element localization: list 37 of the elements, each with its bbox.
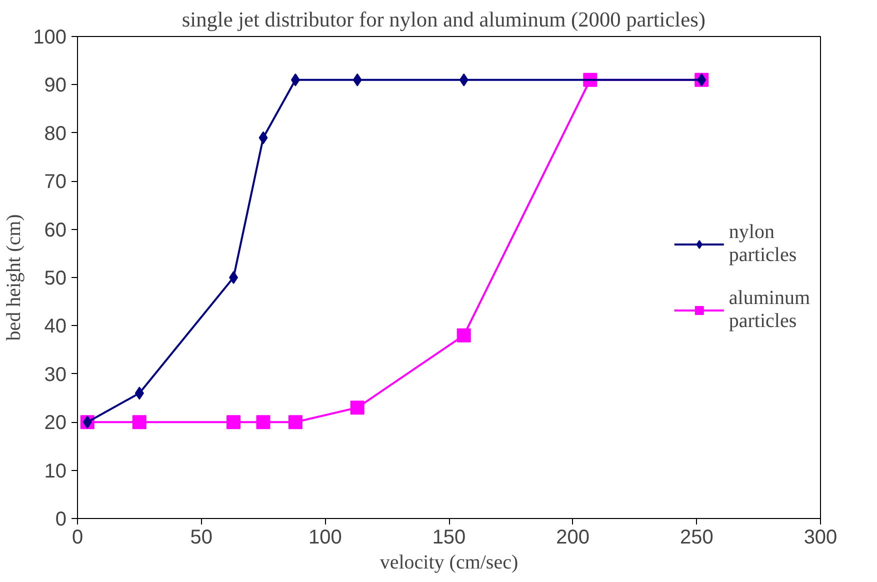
y-tick-label: 100 (33, 26, 67, 48)
y-tick-label: 80 (44, 122, 67, 145)
legend-label: aluminum particles (728, 287, 810, 333)
point (256, 415, 270, 430)
x-axis-title: velocity (cm/sec) (380, 552, 518, 574)
point (229, 271, 238, 284)
x-tick-label: 250 (680, 526, 714, 548)
point (134, 386, 144, 400)
y-tick-label: 0 (55, 508, 66, 530)
y-tick-label: 20 (44, 412, 67, 434)
point (456, 328, 471, 342)
point (290, 73, 300, 86)
point (350, 400, 364, 415)
y-tick-label: 10 (44, 460, 67, 482)
x-tick-label: 0 (72, 526, 84, 548)
point (132, 415, 146, 430)
point (82, 416, 92, 429)
x-tick-label: 100 (308, 526, 342, 548)
point (459, 73, 468, 86)
y-axis-title: bed height (cm) (3, 214, 26, 341)
y-tick-label: 70 (44, 171, 67, 194)
y-tick-label: 90 (44, 74, 67, 97)
x-tick-label: 200 (556, 526, 590, 548)
chart-title: single jet distributor for nylon and aluminum (2000 particles) (182, 8, 706, 32)
x-tick-label: 50 (190, 526, 212, 548)
point (288, 415, 302, 430)
y-tick-label: 50 (44, 268, 67, 290)
x-tick-label: 300 (804, 526, 838, 548)
x-tick-label: 150 (432, 526, 466, 548)
point (352, 73, 362, 86)
y-tick-label: 40 (44, 316, 67, 338)
point (697, 73, 706, 86)
y-tick-label: 60 (44, 219, 67, 242)
point (258, 131, 268, 144)
point (226, 415, 241, 430)
legend-label: nylon particles (728, 221, 797, 267)
y-tick-label: 30 (44, 364, 67, 386)
